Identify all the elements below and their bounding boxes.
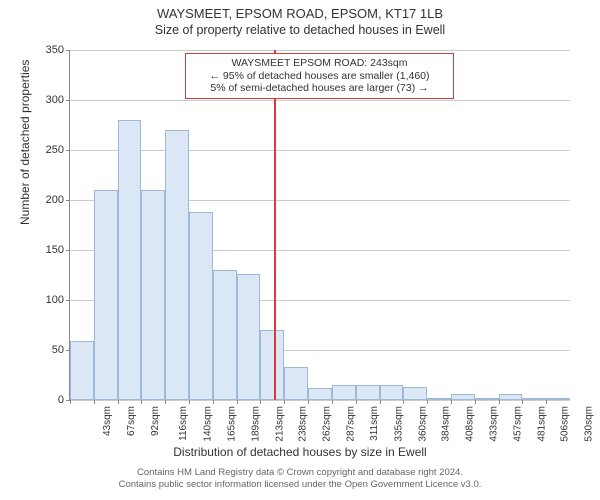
x-tick-label: 335sqm xyxy=(393,406,404,442)
x-tick-label: 238sqm xyxy=(298,406,309,442)
y-tick-label: 200 xyxy=(46,194,64,206)
histogram-bar xyxy=(165,130,189,400)
x-tick-mark xyxy=(189,400,190,404)
chart-title: WAYSMEET, EPSOM ROAD, EPSOM, KT17 1LB xyxy=(0,0,600,21)
y-tick-label: 100 xyxy=(46,294,64,306)
annotation-line: ← 95% of detached houses are smaller (1,… xyxy=(192,70,447,83)
histogram-bar xyxy=(522,398,546,400)
x-tick-mark xyxy=(522,400,523,404)
x-tick-label: 67sqm xyxy=(126,406,137,436)
footer-line: Contains HM Land Registry data © Crown c… xyxy=(0,467,600,479)
histogram-bar xyxy=(94,190,118,400)
y-tick-mark xyxy=(66,150,70,151)
x-tick-mark xyxy=(118,400,119,404)
y-tick-mark xyxy=(66,300,70,301)
histogram-bar xyxy=(308,388,332,400)
histogram-bar xyxy=(260,330,284,400)
gridline xyxy=(70,400,570,401)
x-tick-mark xyxy=(403,400,404,404)
x-tick-label: 530sqm xyxy=(584,406,595,442)
chart-container: WAYSMEET, EPSOM ROAD, EPSOM, KT17 1LB Si… xyxy=(0,0,600,500)
x-tick-label: 408sqm xyxy=(465,406,476,442)
x-tick-mark xyxy=(70,400,71,404)
annotation-line: WAYSMEET EPSOM ROAD: 243sqm xyxy=(192,57,447,70)
x-tick-mark xyxy=(165,400,166,404)
x-axis-label: Distribution of detached houses by size … xyxy=(0,445,600,459)
histogram-bar xyxy=(451,394,475,400)
histogram-bar xyxy=(475,398,499,400)
x-tick-label: 92sqm xyxy=(150,406,161,436)
gridline xyxy=(70,50,570,51)
x-tick-mark xyxy=(427,400,428,404)
y-tick-mark xyxy=(66,50,70,51)
x-tick-label: 311sqm xyxy=(369,406,380,441)
y-tick-label: 50 xyxy=(52,344,64,356)
gridline xyxy=(70,150,570,151)
plot-area: 05010015020025030035043sqm67sqm92sqm116s… xyxy=(70,50,570,400)
x-tick-label: 43sqm xyxy=(102,406,113,436)
x-tick-mark xyxy=(308,400,309,404)
x-tick-label: 506sqm xyxy=(560,406,571,442)
y-tick-label: 350 xyxy=(46,44,64,56)
x-tick-mark xyxy=(356,400,357,404)
x-tick-label: 481sqm xyxy=(536,406,547,442)
x-tick-label: 457sqm xyxy=(512,406,523,442)
reference-line xyxy=(274,50,276,400)
histogram-bar xyxy=(284,367,308,400)
y-axis-label: Number of detached properties xyxy=(18,60,32,225)
y-tick-mark xyxy=(66,250,70,251)
x-tick-label: 213sqm xyxy=(274,406,285,442)
x-tick-mark xyxy=(332,400,333,404)
histogram-bar xyxy=(380,385,404,400)
histogram-bar xyxy=(70,341,94,400)
histogram-bar xyxy=(118,120,142,400)
histogram-bar xyxy=(213,270,237,400)
x-tick-mark xyxy=(380,400,381,404)
x-tick-label: 287sqm xyxy=(346,406,357,442)
x-tick-mark xyxy=(475,400,476,404)
histogram-bar xyxy=(332,385,356,400)
annotation-line: 5% of semi-detached houses are larger (7… xyxy=(192,82,447,95)
histogram-bar xyxy=(403,387,427,400)
y-tick-mark xyxy=(66,200,70,201)
footer-line: Contains public sector information licen… xyxy=(0,479,600,491)
y-tick-label: 150 xyxy=(46,244,64,256)
histogram-bar xyxy=(546,398,570,400)
x-tick-mark xyxy=(237,400,238,404)
x-tick-mark xyxy=(260,400,261,404)
x-tick-mark xyxy=(141,400,142,404)
histogram-bar xyxy=(356,385,380,400)
x-tick-label: 116sqm xyxy=(178,406,189,441)
chart-footer: Contains HM Land Registry data © Crown c… xyxy=(0,467,600,492)
x-tick-mark xyxy=(499,400,500,404)
x-tick-label: 165sqm xyxy=(227,406,238,442)
y-tick-label: 250 xyxy=(46,144,64,156)
x-tick-label: 262sqm xyxy=(322,406,333,442)
chart-subtitle: Size of property relative to detached ho… xyxy=(0,21,600,37)
histogram-bar xyxy=(141,190,165,400)
x-tick-label: 433sqm xyxy=(489,406,500,442)
x-tick-label: 140sqm xyxy=(203,406,214,442)
x-tick-mark xyxy=(451,400,452,404)
gridline xyxy=(70,100,570,101)
x-tick-label: 384sqm xyxy=(441,406,452,442)
y-tick-label: 0 xyxy=(58,394,64,406)
x-tick-mark xyxy=(94,400,95,404)
histogram-bar xyxy=(189,212,213,400)
histogram-bar xyxy=(237,274,261,400)
x-tick-label: 189sqm xyxy=(250,406,261,442)
histogram-bar xyxy=(499,394,523,400)
annotation-box: WAYSMEET EPSOM ROAD: 243sqm← 95% of deta… xyxy=(185,53,454,99)
x-tick-label: 360sqm xyxy=(417,406,428,442)
y-tick-label: 300 xyxy=(46,94,64,106)
y-tick-mark xyxy=(66,100,70,101)
x-tick-mark xyxy=(284,400,285,404)
x-tick-mark xyxy=(213,400,214,404)
x-tick-mark xyxy=(546,400,547,404)
histogram-bar xyxy=(427,398,451,400)
